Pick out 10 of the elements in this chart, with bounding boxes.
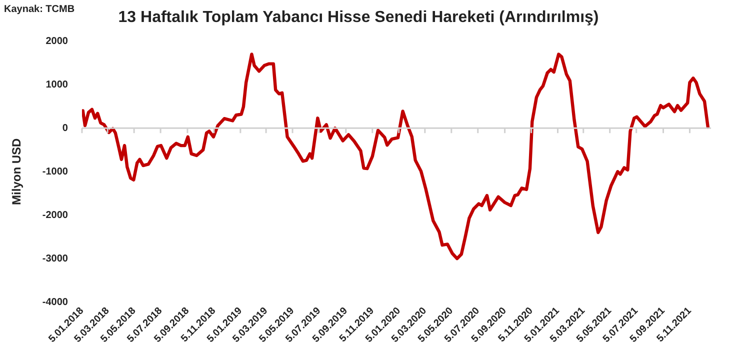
text: Kaynak: TCMB: [4, 4, 75, 15]
y-axis-title: Milyon USD: [10, 138, 24, 205]
y-tick-label: -2000: [42, 210, 68, 221]
y-tick-label: -3000: [42, 253, 68, 264]
y-tick-label: -4000: [42, 296, 68, 308]
chart-title: 13 Haftalık Toplam Yabancı Hisse Senedi Hareketi (Arındırılmış): [118, 9, 599, 26]
y-tick-label: 2000: [46, 36, 68, 47]
y-tick-label: 0: [62, 122, 68, 134]
y-tick-label: -1000: [42, 166, 68, 178]
y-tick-label: 1000: [46, 79, 68, 90]
